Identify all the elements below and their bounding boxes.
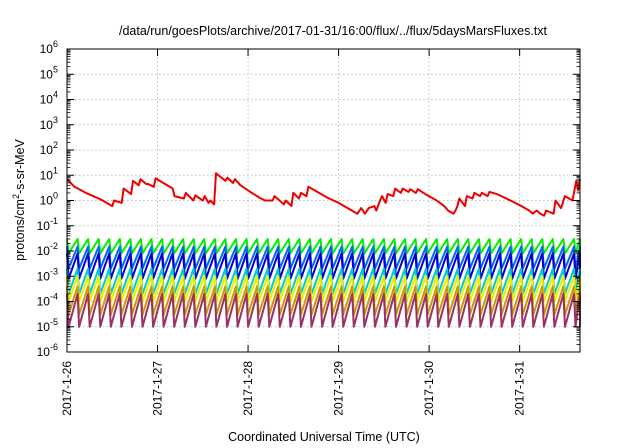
y-axis-ticks: 10-6 10-5 10-4 10-3 10-2 10-1 100 101 102 103 104 1… — [37, 39, 580, 359]
x-tick-label: 2017-1-31 — [513, 361, 527, 416]
data-series — [66, 172, 581, 328]
x-tick-label: 2017-1-26 — [60, 361, 74, 416]
y-tick-label: 10-2 — [37, 241, 58, 258]
flux-series-line — [66, 238, 581, 255]
grid-lines — [67, 49, 580, 352]
y-tick-label: 104 — [40, 90, 58, 107]
x-tick-label: 2017-1-29 — [332, 361, 346, 416]
flux-series-line — [66, 252, 581, 280]
y-tick-label: 10-3 — [37, 266, 58, 283]
y-tick-label: 105 — [40, 64, 58, 81]
y-axis-label-main: protons/cm — [13, 199, 27, 261]
y-tick-label: 100 — [40, 191, 58, 208]
y-tick-label: 10-5 — [37, 317, 58, 334]
y-tick-label: 102 — [40, 140, 58, 157]
x-tick-label: 2017-1-30 — [422, 361, 436, 416]
x-tick-label: 2017-1-27 — [151, 361, 165, 416]
y-tick-label: 101 — [40, 165, 58, 182]
y-tick-label: 10-1 — [37, 216, 58, 233]
y-tick-label: 10-6 — [37, 342, 58, 359]
y-axis-label-tail: -s-sr-MeV — [13, 138, 27, 194]
y-tick-label: 106 — [40, 39, 58, 56]
flux-series-line — [66, 292, 581, 328]
x-tick-label: 2017-1-28 — [241, 361, 255, 416]
red-flux-series-line — [66, 172, 581, 217]
chart-title: /data/run/goesPlots/archive/2017-01-31/1… — [119, 24, 548, 38]
y-axis-label: protons/cm2-s-sr-MeV — [11, 138, 27, 260]
y-axis-label-superscript: 2 — [11, 194, 21, 199]
y-tick-label: 10-4 — [37, 292, 58, 309]
y-tick-label: 103 — [40, 115, 58, 132]
x-axis-label: Coordinated Universal Time (UTC) — [228, 430, 420, 444]
x-axis-ticks: 2017-1-26 2017-1-27 2017-1-28 2017-1-29 2017… — [60, 49, 527, 416]
